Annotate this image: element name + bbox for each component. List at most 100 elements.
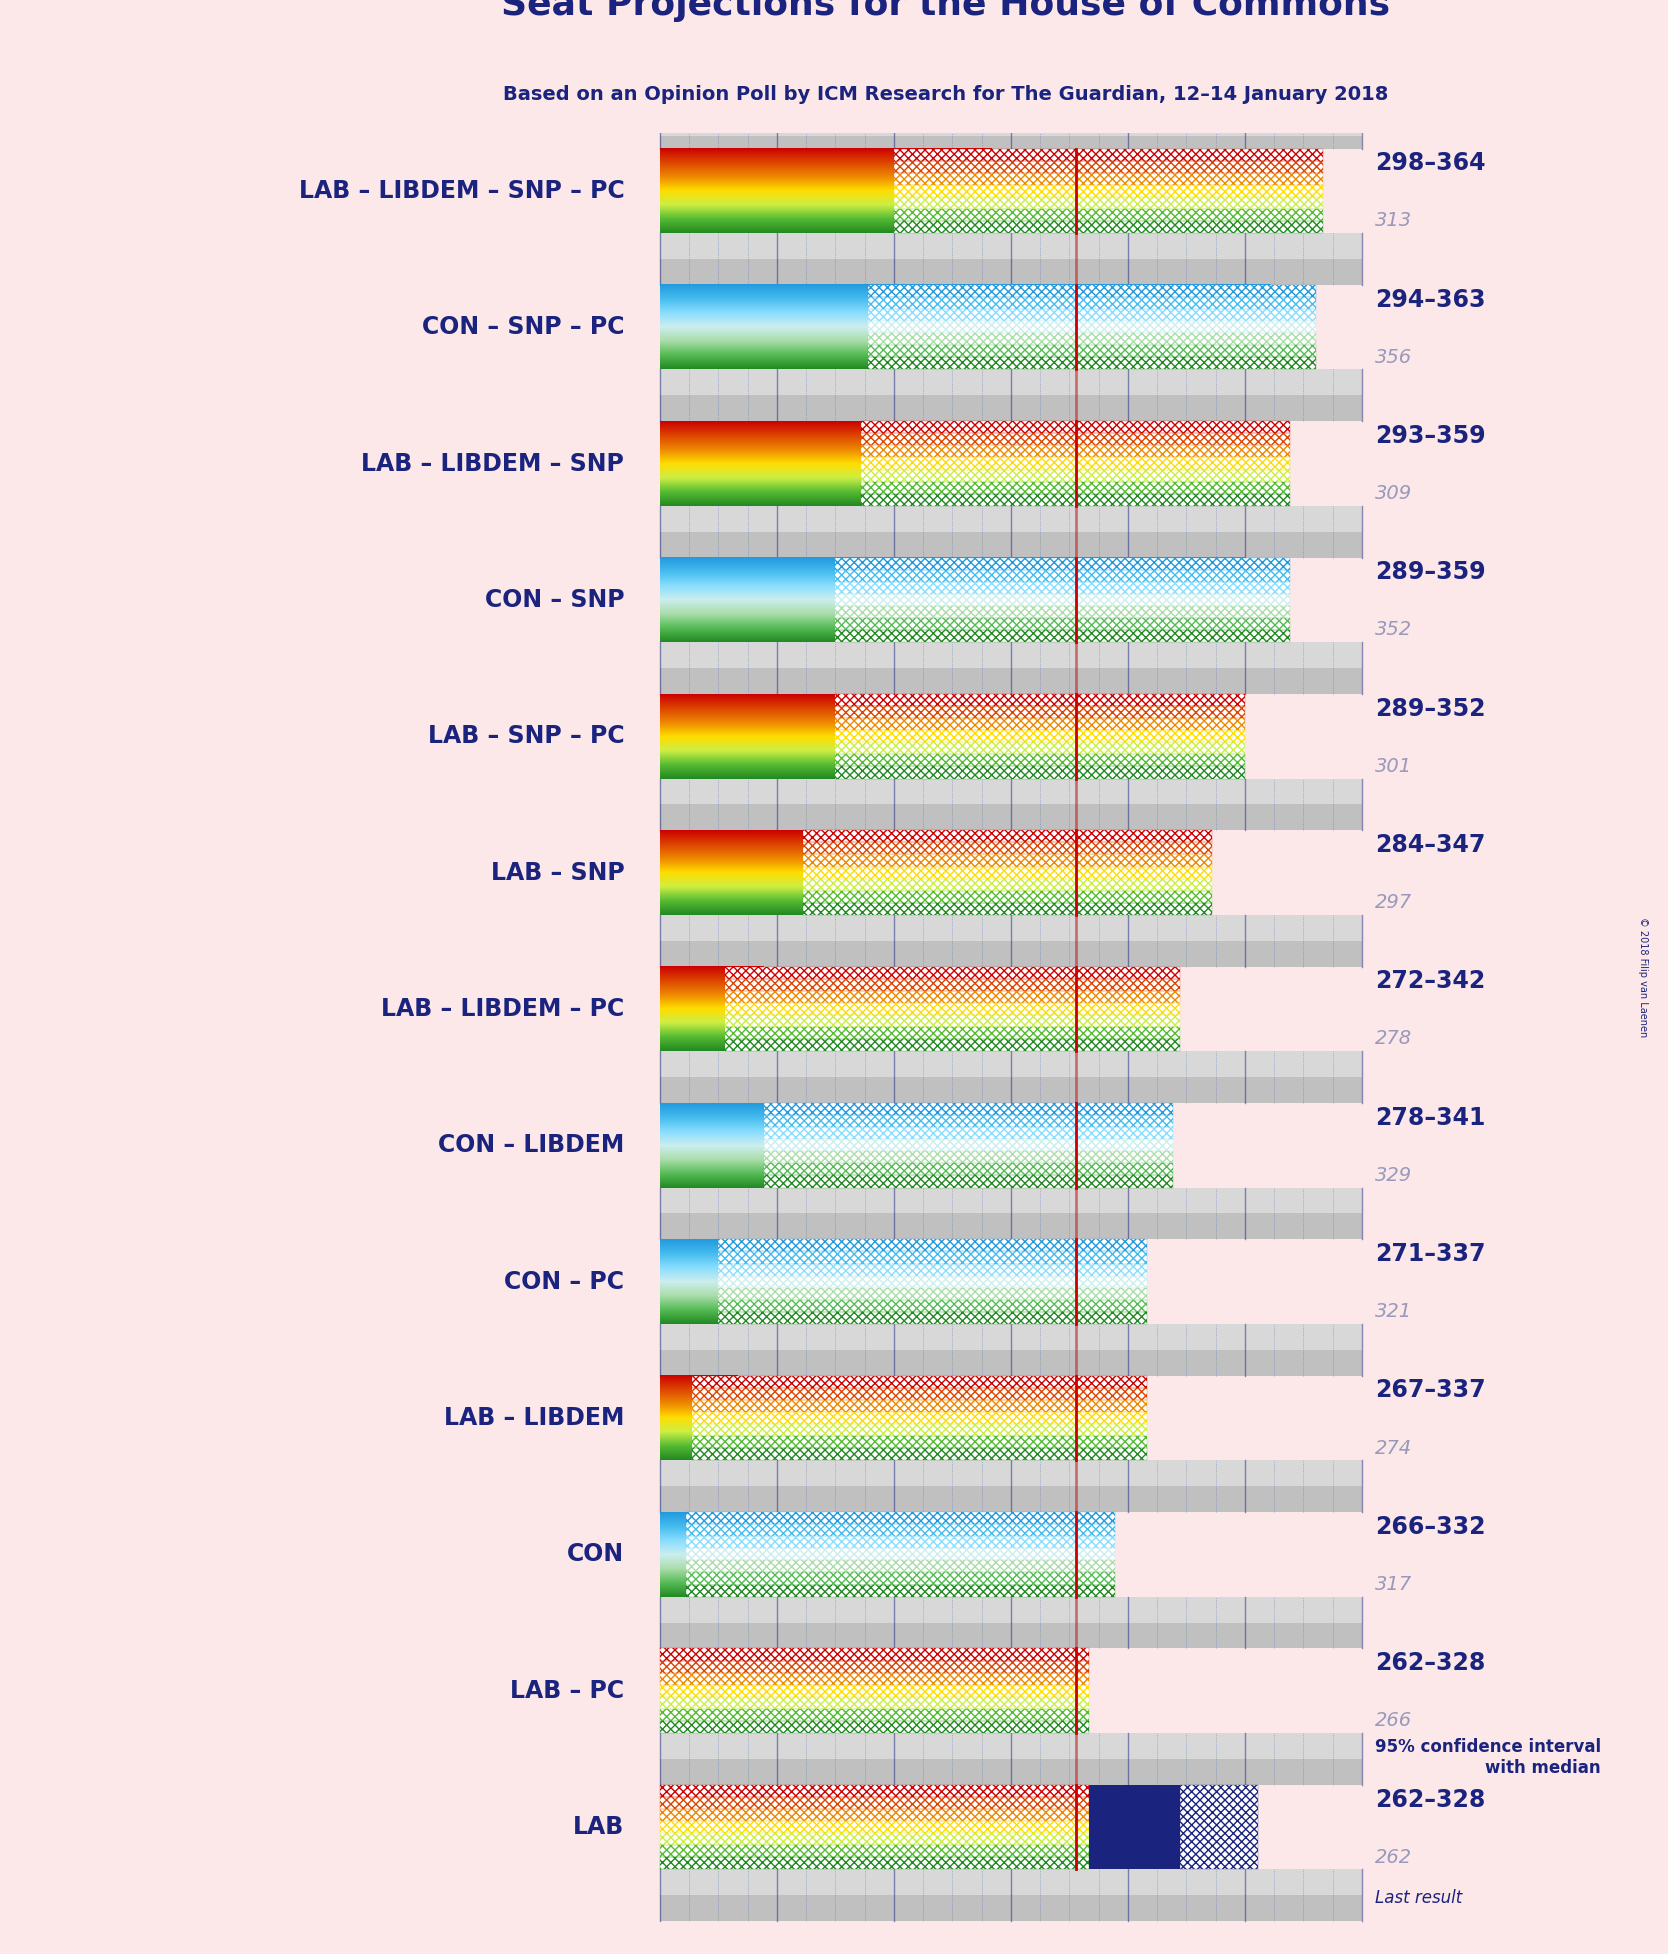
Text: LAB – LIBDEM – SNP: LAB – LIBDEM – SNP: [362, 451, 624, 475]
Bar: [836, 694, 1244, 705]
Bar: [802, 866, 1213, 879]
Bar: [661, 1798, 1089, 1809]
Bar: [894, 209, 1323, 221]
Bar: [661, 369, 1361, 422]
Bar: [661, 1845, 1089, 1856]
Bar: [661, 1596, 1361, 1649]
Bar: [661, 1325, 1361, 1376]
Bar: [836, 571, 1291, 582]
Bar: [894, 149, 1323, 160]
Bar: [836, 582, 1291, 594]
Text: 352: 352: [1374, 621, 1411, 639]
Bar: [661, 233, 1361, 260]
Bar: [726, 979, 1179, 991]
Text: CON – LIBDEM: CON – LIBDEM: [439, 1133, 624, 1157]
Bar: [802, 830, 1213, 842]
Text: 272–342: 272–342: [1374, 969, 1485, 993]
Text: 289–352: 289–352: [1374, 698, 1485, 721]
Bar: [661, 506, 1361, 557]
Bar: [836, 594, 1291, 606]
Bar: [692, 1424, 1148, 1436]
Bar: [719, 1264, 1148, 1276]
Text: 297: 297: [1374, 893, 1411, 913]
Bar: [661, 1696, 1089, 1710]
Text: 309: 309: [1374, 485, 1411, 502]
Text: LAB – SNP – PC: LAB – SNP – PC: [427, 725, 624, 748]
Bar: [894, 186, 1323, 197]
Bar: [836, 557, 1291, 571]
Bar: [867, 346, 1316, 358]
Text: 267–337: 267–337: [1374, 1378, 1486, 1403]
Bar: [802, 854, 1213, 866]
Bar: [661, 778, 1361, 830]
Bar: [802, 842, 1213, 854]
Text: LAB – LIBDEM: LAB – LIBDEM: [444, 1407, 624, 1430]
Bar: [1179, 1784, 1258, 1870]
Bar: [836, 705, 1244, 719]
Bar: [692, 1376, 1148, 1387]
Bar: [861, 446, 1291, 457]
Bar: [726, 1014, 1179, 1028]
Bar: [719, 1276, 1148, 1288]
Bar: [764, 1139, 1173, 1151]
Bar: [661, 1833, 1089, 1845]
Bar: [802, 891, 1213, 903]
Bar: [867, 334, 1316, 346]
Bar: [661, 1188, 1361, 1239]
Bar: [726, 967, 1179, 979]
Text: Based on an Opinion Poll by ICM Research for The Guardian, 12–14 January 2018: Based on an Opinion Poll by ICM Research…: [504, 84, 1388, 104]
Bar: [861, 481, 1291, 494]
Bar: [686, 1536, 1114, 1548]
Text: 262–328: 262–328: [1374, 1651, 1485, 1675]
Bar: [861, 469, 1291, 481]
Bar: [661, 1673, 1089, 1684]
Bar: [836, 606, 1291, 617]
Bar: [719, 1239, 1148, 1251]
Bar: [686, 1512, 1114, 1524]
Bar: [894, 209, 1323, 221]
Bar: [867, 309, 1316, 320]
Text: 329: 329: [1374, 1167, 1411, 1184]
Bar: [764, 1127, 1173, 1139]
Bar: [836, 629, 1291, 643]
Bar: [726, 1002, 1179, 1014]
Bar: [661, 1733, 1361, 1784]
Bar: [661, 1661, 1089, 1673]
Bar: [661, 643, 1361, 668]
Bar: [764, 1176, 1173, 1188]
Text: © 2018 Filip van Laenen: © 2018 Filip van Laenen: [1638, 916, 1648, 1038]
Bar: [726, 967, 1179, 979]
Bar: [836, 719, 1244, 731]
Bar: [661, 1460, 1361, 1512]
Text: 284–347: 284–347: [1374, 832, 1485, 858]
Bar: [661, 506, 1361, 531]
Bar: [726, 1040, 1179, 1051]
Bar: [661, 1856, 1089, 1870]
Bar: [661, 1673, 1089, 1684]
Bar: [802, 830, 1213, 842]
Text: 317: 317: [1374, 1575, 1411, 1594]
Text: Seat Projections for the House of Commons: Seat Projections for the House of Common…: [502, 0, 1391, 21]
Bar: [764, 1163, 1173, 1176]
Bar: [692, 1436, 1148, 1448]
Bar: [836, 731, 1244, 743]
Bar: [836, 606, 1291, 617]
Text: Last result: Last result: [1374, 1890, 1463, 1907]
Bar: [764, 1102, 1173, 1116]
Bar: [894, 172, 1323, 186]
Bar: [692, 1376, 1148, 1387]
Bar: [661, 778, 1361, 805]
Bar: [726, 1014, 1179, 1028]
Bar: [719, 1251, 1148, 1264]
Bar: [764, 1151, 1173, 1163]
Bar: [692, 1424, 1148, 1436]
Bar: [686, 1585, 1114, 1596]
Bar: [661, 1845, 1089, 1856]
Bar: [661, 643, 1361, 694]
Bar: [692, 1448, 1148, 1460]
Bar: [661, 1710, 1089, 1721]
Bar: [686, 1585, 1114, 1596]
Bar: [661, 1051, 1361, 1102]
Bar: [894, 197, 1323, 209]
Bar: [661, 1710, 1089, 1721]
